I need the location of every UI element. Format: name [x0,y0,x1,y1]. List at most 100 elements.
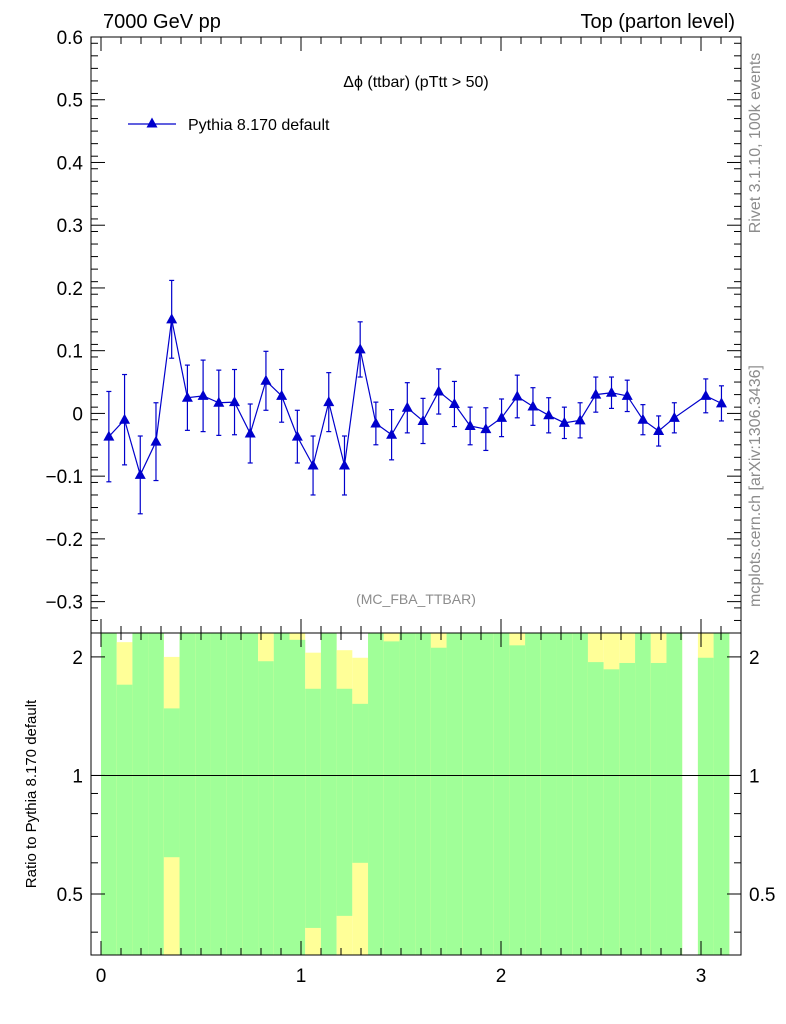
ratio-inner-band [619,662,636,955]
ratio-y-tick-label-right: 2 [749,648,760,669]
data-point-marker [715,397,727,408]
ratio-inner-band [273,633,290,955]
ratio-inner-band [242,633,259,955]
data-point-marker [590,388,602,399]
ratio-inner-band [368,633,384,955]
analysis-watermark: (MC_FBA_TTBAR) [356,591,476,607]
header-right: Top (parton level) [580,11,735,33]
ratio-y-axis-label: Ratio to Pythia 8.170 default [23,699,40,888]
main-y-tick-label: −0.1 [45,467,83,488]
data-point-marker [197,389,209,400]
data-point-marker [668,411,680,422]
data-point-marker [229,396,241,407]
data-point-marker [323,396,335,407]
data-point-marker [433,385,445,396]
ratio-inner-band [383,641,400,955]
ratio-inner-band [446,633,463,955]
ratio-inner-band [587,662,604,955]
main-y-tick-label: 0.1 [57,342,83,363]
data-point-marker [480,423,492,434]
ratio-inner-band [101,633,117,955]
ratio-x-tick-label: 0 [96,966,107,987]
ratio-x-tick-label: 1 [296,966,307,987]
data-point-marker [244,427,256,438]
data-point-marker [401,401,413,412]
main-y-tick-label: −0.3 [45,593,83,614]
side-text-lower: mcplots.cern.ch [arXiv:1306.3436] [747,365,764,607]
ratio-x-tick-label: 2 [496,966,507,987]
ratio-inner-band [650,662,667,955]
data-point-marker [338,459,350,470]
data-point-marker [700,389,712,400]
ratio-inner-band [603,669,620,955]
ratio-inner-band [493,633,510,955]
ratio-inner-band [336,688,353,916]
ratio-inner-band [430,647,447,955]
main-y-tick-label: 0.4 [57,153,84,174]
header-left: 7000 GeV pp [103,11,221,33]
main-x-ticks [100,37,742,633]
ratio-inner-band [399,633,416,955]
ratio-inner-band [195,633,211,955]
data-point-marker [386,428,398,439]
legend: Pythia 8.170 default [128,117,330,134]
ratio-y-tick-label-right: 1 [749,766,760,787]
data-point-marker [370,417,382,428]
ratio-inner-band [556,633,573,955]
ratio-x-ticks: 0 1 2 3 [96,633,742,987]
ratio-inner-band [478,633,494,955]
data-point-marker [448,398,460,409]
data-point-marker [527,400,539,411]
data-point-marker [103,430,115,441]
data-point-marker [276,389,288,400]
ratio-inner-band [148,633,164,955]
ratio-y-tick-label: 0.5 [57,885,83,906]
data-point-marker [354,343,366,354]
data-point-marker [543,409,555,420]
ratio-inner-band [697,657,714,955]
ratio-inner-band [258,661,274,955]
ratio-inner-band [415,633,431,955]
data-point-marker [558,416,570,427]
data-point-marker [291,430,303,441]
data-point-marker [150,435,162,446]
main-y-tick-label: 0 [72,404,83,425]
ratio-plot-frame [90,632,742,956]
data-point-marker [181,391,193,402]
data-point-marker [637,413,649,424]
main-plot-panel: −0.3 −0.2 −0.1 0 0.1 0.2 0.3 0.4 0.5 0.6 Δϕ (ttba… [45,28,742,634]
ratio-inner-band [132,633,149,955]
ratio-inner-band [509,645,526,955]
ratio-x-tick-label: 3 [696,966,707,987]
main-y-ticks: −0.3 −0.2 −0.1 0 0.1 0.2 0.3 0.4 0.5 0.6 [45,28,741,634]
data-point-marker [621,389,633,400]
ratio-inner-band [540,633,557,955]
ratio-inner-band [210,633,227,955]
legend-marker-triangle [146,117,158,128]
legend-label: Pythia 8.170 default [188,117,330,134]
main-y-tick-label: 0.6 [57,28,83,49]
ratio-inner-band [179,633,196,955]
data-point-marker [307,459,319,470]
ratio-inner-band [572,633,588,955]
main-series-group [103,279,727,515]
data-point-marker [417,414,429,425]
data-point-marker [166,313,178,324]
ratio-inner-band [525,633,541,955]
ratio-inner-band [163,708,180,858]
ratio-y-ticks: 0.5 0.5 1 1 2 2 [57,648,775,933]
main-y-tick-label: 0.3 [57,216,83,237]
data-point-marker [653,424,665,435]
ratio-inner-band [462,633,478,955]
plot-title: Δϕ (ttbar) (pTtt > 50) [343,74,488,91]
ratio-y-tick-label: 2 [72,648,83,669]
data-point-marker [134,468,146,479]
data-point-marker [119,413,131,424]
data-point-marker [260,374,272,385]
main-y-tick-label: −0.2 [45,530,83,551]
ratio-bands [101,633,730,955]
ratio-inner-band [352,703,369,863]
ratio-inner-band [305,688,321,928]
data-point-marker [496,411,508,422]
